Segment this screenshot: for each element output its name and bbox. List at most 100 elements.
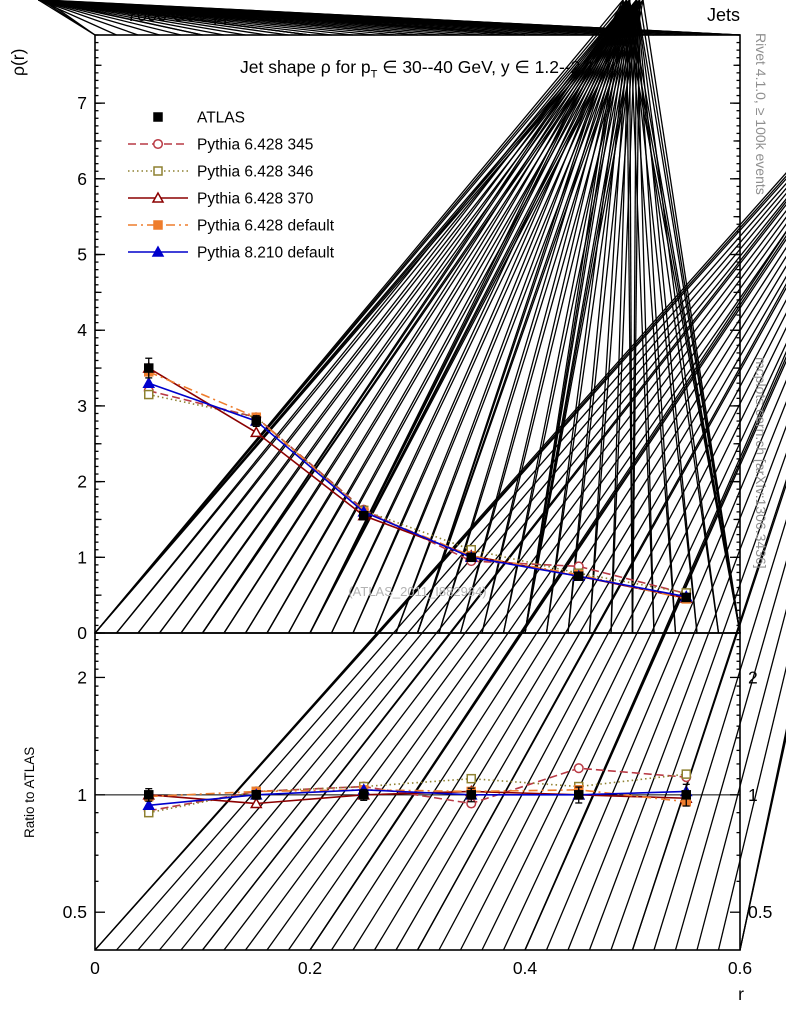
data-marker-square	[466, 552, 476, 563]
y-axis-title-main: ρ(r)	[8, 48, 28, 76]
axis-tick	[309, 0, 624, 634]
axis-tick	[94, 0, 644, 634]
axis-tick	[635, 0, 698, 634]
axis-tick	[266, 0, 638, 634]
axis-tick	[567, 401, 786, 951]
axis-tick	[610, 0, 638, 634]
data-marker-square	[681, 790, 691, 800]
data-marker-triangle	[249, 796, 263, 809]
axis-tick	[201, 0, 628, 634]
axis-tick	[628, 0, 677, 634]
axis-tick	[524, 0, 624, 634]
axis-tick	[287, 0, 638, 634]
data-marker-square	[681, 769, 691, 779]
x-axis-title: r	[738, 984, 744, 1004]
axis-tick	[137, 0, 631, 634]
y-axis-title-ratio: Ratio to ATLAS	[22, 746, 37, 838]
y-ratio-tick-label-left: 2	[77, 667, 87, 687]
axis-tick	[309, 0, 644, 634]
axis-tick	[416, 0, 641, 634]
axis-tick	[266, 223, 786, 951]
data-marker-square	[153, 220, 163, 230]
axis-tick	[628, 0, 655, 634]
plot-title-post: ∈ 30--40 GeV, y ∈ 1.2--2.1	[377, 57, 595, 77]
axis-tick	[628, 0, 720, 634]
axis-tick	[44, 0, 96, 36]
axis-tick	[180, 0, 638, 634]
data-marker-square	[681, 592, 691, 603]
y-ratio-tick-label-right: 2	[748, 667, 758, 687]
data-marker-square	[144, 363, 154, 373]
legend-entry-pythia6-345: Pythia 6.428 345	[128, 137, 313, 154]
axis-tick	[628, 0, 698, 634]
axis-tick	[38, 0, 160, 36]
plot-title: Jet shape ρ for pT ∈ 30--40 GeV, y ∈ 1.2…	[95, 57, 740, 81]
y-ratio-tick-label-left: 0.5	[63, 902, 87, 922]
y-main-tick-label: 2	[77, 472, 87, 492]
axis-tick	[38, 0, 139, 36]
axis-tick	[38, 0, 182, 36]
axis-tick	[223, 0, 638, 634]
data-marker-square	[466, 773, 476, 784]
legend-label: ATLAS	[197, 110, 245, 127]
axis-tick	[44, 0, 526, 36]
x-tick-label: 0.4	[513, 958, 538, 978]
y-main-tick-label: 0	[77, 623, 87, 643]
axis-tick	[395, 0, 631, 634]
data-marker-square	[466, 790, 476, 800]
axis-tick	[524, 0, 644, 634]
axis-tick	[622, 0, 741, 634]
y-main-tick-label: 7	[77, 93, 87, 113]
ratio-panel-frame	[94, 632, 741, 951]
y-ratio-tick-label-left: 1	[77, 785, 87, 805]
axis-tick	[137, 0, 638, 634]
legend-label: Pythia 6.428 346	[197, 164, 313, 181]
data-marker-square	[359, 790, 369, 800]
axis-tick	[696, 608, 786, 951]
analysis-id-watermark: (ATLAS_2011_I882984)	[348, 584, 487, 599]
axis-tick	[631, 0, 641, 634]
legend-label: Pythia 6.428 default	[197, 218, 335, 235]
beam-label: 7000 GeV pp	[127, 5, 234, 25]
axis-tick	[610, 0, 631, 634]
axis-tick	[459, 0, 631, 634]
axis-tick	[41, 0, 633, 36]
legend-entry-pythia6-default: Pythia 6.428 default	[128, 218, 335, 235]
legend-label: Pythia 8.210 default	[197, 245, 335, 262]
axis-tick	[44, 0, 741, 36]
series-line-main	[148, 382, 687, 598]
axis-tick	[545, 379, 786, 951]
y-ratio-tick-label-right: 1	[748, 785, 758, 805]
axis-tick	[635, 0, 720, 634]
axis-tick	[588, 0, 638, 634]
y-ratio-tick-label-right: 0.5	[748, 902, 772, 922]
plot-title-pre: Jet shape ρ for p	[240, 57, 371, 77]
x-tick-label: 0.2	[298, 958, 322, 978]
legend-label: Pythia 6.428 370	[197, 191, 314, 208]
axis-tick	[137, 187, 786, 951]
axis-tick	[373, 0, 638, 634]
axis-tick	[481, 0, 631, 634]
axis-tick	[502, 0, 631, 634]
series-line-ratio	[148, 789, 687, 807]
axis-tick	[625, 0, 634, 634]
data-marker-square	[251, 416, 261, 426]
axis-tick	[395, 0, 638, 634]
plot-title-sub: T	[370, 68, 378, 81]
data-marker-triangle	[151, 191, 165, 203]
axis-tick	[180, 0, 631, 634]
series-line-ratio	[148, 773, 687, 814]
analysis-group-label: Jets	[706, 5, 740, 25]
axis-tick	[41, 0, 203, 36]
y-main-tick-label: 1	[77, 547, 87, 567]
data-marker-triangle	[249, 425, 263, 438]
axis-tick	[223, 0, 631, 634]
data-marker-triangle	[142, 376, 156, 388]
series-line-ratio	[148, 790, 687, 805]
data-marker-circle	[152, 138, 164, 150]
axis-tick	[330, 0, 631, 634]
axis-tick	[545, 0, 638, 634]
axis-tick	[653, 519, 786, 951]
